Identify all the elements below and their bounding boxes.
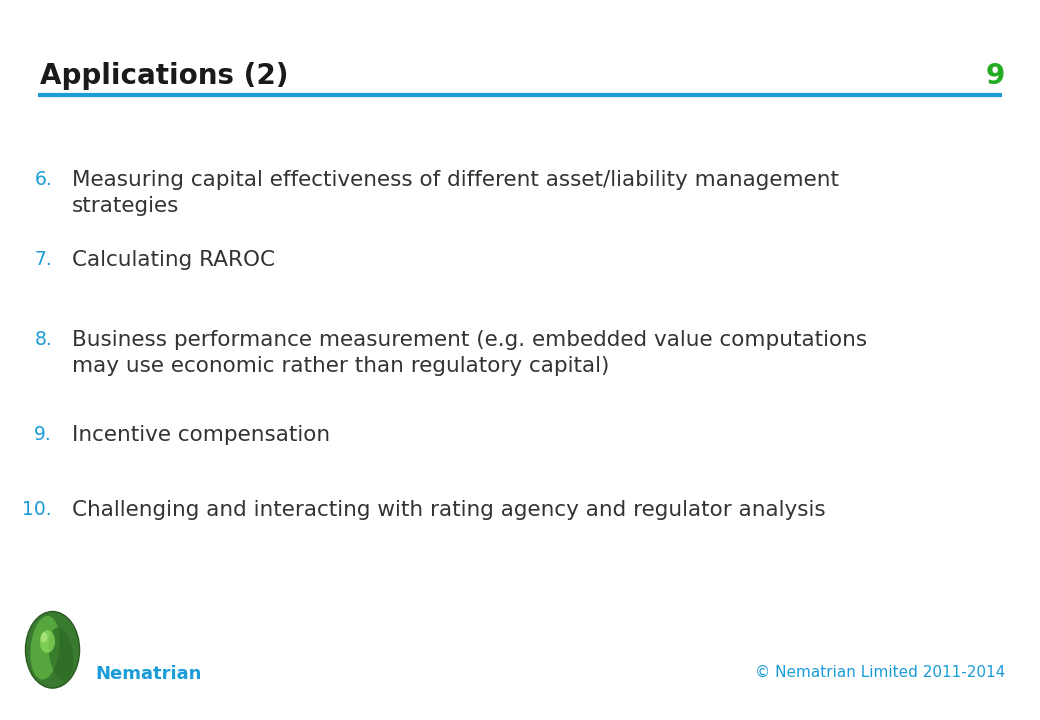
Text: 9: 9 [986, 62, 1005, 90]
Text: © Nematrian Limited 2011-2014: © Nematrian Limited 2011-2014 [755, 665, 1005, 680]
Ellipse shape [40, 630, 55, 653]
Text: Applications (2): Applications (2) [40, 62, 288, 90]
Ellipse shape [30, 616, 59, 680]
Text: 8.: 8. [34, 330, 52, 349]
Ellipse shape [41, 632, 48, 642]
Text: 7.: 7. [34, 250, 52, 269]
Text: Nematrian: Nematrian [95, 665, 202, 683]
Text: Challenging and interacting with rating agency and regulator analysis: Challenging and interacting with rating … [72, 500, 826, 520]
Text: Calculating RAROC: Calculating RAROC [72, 250, 275, 270]
Ellipse shape [25, 611, 80, 688]
Text: 6.: 6. [34, 170, 52, 189]
Text: Measuring capital effectiveness of different asset/liability management
strategi: Measuring capital effectiveness of diffe… [72, 170, 839, 215]
Text: 10.: 10. [23, 500, 52, 519]
Text: 9.: 9. [34, 425, 52, 444]
Text: Business performance measurement (e.g. embedded value computations
may use econo: Business performance measurement (e.g. e… [72, 330, 867, 376]
Ellipse shape [49, 627, 74, 680]
Text: Incentive compensation: Incentive compensation [72, 425, 330, 445]
